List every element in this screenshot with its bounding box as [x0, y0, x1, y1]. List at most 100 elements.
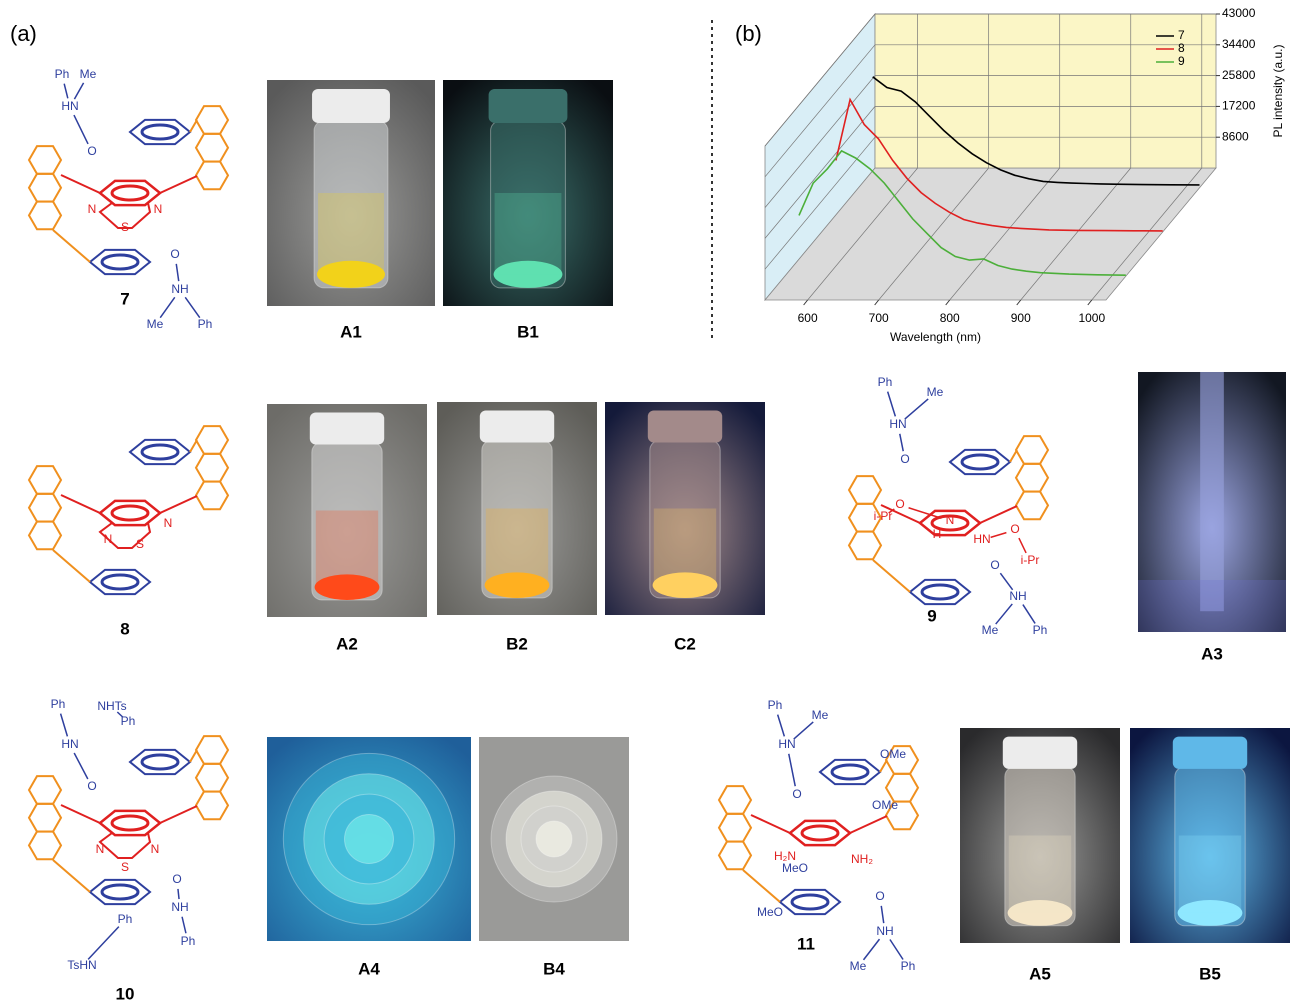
bond — [991, 533, 1007, 538]
atom-label: O — [895, 497, 904, 511]
ring — [102, 885, 138, 899]
bond — [850, 816, 887, 833]
bond — [890, 940, 903, 960]
y-tick-label: 25800 — [1222, 68, 1256, 82]
atom-label: S — [136, 537, 144, 551]
atom-label: Ph — [878, 375, 893, 389]
ring — [102, 255, 138, 269]
bond — [190, 440, 197, 452]
vial-cap — [312, 89, 390, 123]
bond — [778, 715, 785, 737]
atom-label: O — [900, 452, 909, 466]
ring — [849, 476, 881, 504]
bond — [1000, 573, 1012, 590]
bond — [160, 297, 175, 317]
atom-label: OMe — [872, 798, 898, 812]
bond — [1019, 538, 1026, 553]
atom-label: NH — [171, 282, 188, 296]
ring — [29, 804, 61, 832]
bond — [160, 496, 197, 513]
bond — [61, 175, 100, 193]
ring — [29, 494, 61, 522]
ring — [196, 792, 228, 820]
powder — [486, 509, 548, 586]
bond — [863, 939, 879, 960]
photo-label: B5 — [1199, 964, 1221, 983]
photo-label: B1 — [517, 322, 539, 341]
photo-label: B4 — [543, 959, 565, 978]
bond — [980, 506, 1017, 523]
atom-label: Me — [982, 623, 999, 637]
surface — [1138, 580, 1286, 632]
atom-label: HN — [61, 737, 78, 751]
atom-label: Me — [812, 708, 829, 722]
ring — [719, 842, 751, 870]
bond — [900, 434, 903, 451]
tick-mark — [804, 300, 808, 305]
bond — [185, 297, 200, 317]
atom-label: Ph — [198, 317, 213, 331]
ring — [802, 826, 838, 840]
atom-label: Ph — [121, 714, 136, 728]
bond — [789, 754, 795, 786]
atom-label: TsHN — [67, 958, 96, 972]
bond — [888, 392, 896, 417]
vial-cap — [310, 413, 384, 445]
bond — [873, 560, 910, 592]
x-tick-label: 700 — [869, 311, 889, 325]
vial-cap — [489, 89, 568, 123]
ring — [792, 895, 828, 909]
tick-mark — [946, 300, 950, 305]
atom-label: HN — [973, 532, 990, 546]
bond — [88, 927, 119, 960]
atom-label: Ph — [1033, 623, 1048, 637]
ring — [832, 765, 868, 779]
compound-label: 9 — [927, 606, 936, 625]
bond — [1010, 450, 1017, 462]
bond — [190, 750, 197, 762]
ring — [102, 575, 138, 589]
atom-label: N — [104, 532, 113, 546]
ring — [962, 455, 998, 469]
x-tick-label: 900 — [1011, 311, 1031, 325]
atom-label: OMe — [880, 747, 906, 761]
photo-label: B2 — [506, 634, 528, 653]
atom-label: N — [151, 842, 160, 856]
atom-label: N — [946, 513, 955, 527]
bond — [74, 83, 83, 99]
ring — [1016, 464, 1048, 492]
powder — [1009, 836, 1071, 913]
ring — [29, 466, 61, 494]
bond — [909, 508, 942, 519]
atom-label: Ph — [768, 698, 783, 712]
bond — [74, 115, 88, 144]
atom-label: NH — [876, 924, 893, 938]
vial-cap — [1173, 737, 1247, 769]
ring — [1016, 436, 1048, 464]
ring — [142, 125, 178, 139]
atom-label: i-Pr — [1021, 553, 1040, 567]
photo-label: A2 — [336, 634, 358, 653]
x-tick-label: 1000 — [1078, 311, 1105, 325]
ring — [112, 816, 148, 830]
ring — [29, 174, 61, 202]
photo-label: A1 — [340, 322, 362, 341]
compound-label: 11 — [797, 934, 815, 953]
compound-label: 8 — [120, 619, 129, 638]
ring — [112, 186, 148, 200]
y-axis-title: PL intensity (a.u.) — [1271, 45, 1285, 138]
powder — [654, 509, 716, 586]
ring — [196, 162, 228, 190]
atom-label: O — [1010, 522, 1019, 536]
atom-label: Ph — [118, 912, 133, 926]
tick-mark — [1088, 300, 1092, 305]
atom-label: Me — [80, 67, 97, 81]
powder — [495, 193, 562, 274]
atom-label: i-Pr — [874, 509, 893, 523]
ring — [112, 506, 148, 520]
atom-label: Ph — [55, 67, 70, 81]
atom-label: N — [164, 516, 173, 530]
bond — [176, 264, 178, 281]
bond — [74, 753, 88, 779]
ring — [1016, 492, 1048, 520]
